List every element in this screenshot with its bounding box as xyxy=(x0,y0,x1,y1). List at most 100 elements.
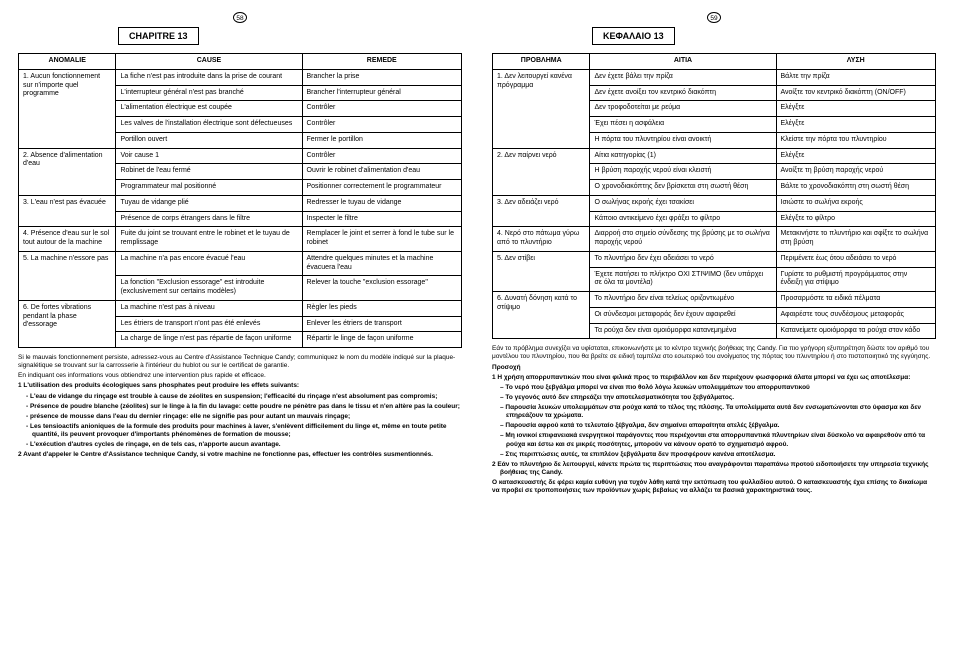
cell-remedy: Ouvrir le robinet d'alimentation d'eau xyxy=(302,164,462,180)
cell-remedy: Inspecter le filtre xyxy=(302,211,462,227)
th-cause: CAUSE xyxy=(116,54,302,70)
page-left: 58 CHAPITRE 13 ANOMALIE CAUSE REMEDE 1. … xyxy=(18,12,462,497)
cell-cause: Η βρύση παροχής νερού είναι κλειστή xyxy=(590,164,776,180)
cell-remedy: Ελέγξτε xyxy=(776,148,936,164)
cell-cause: Δεν τροφοδοτείται με ρεύμα xyxy=(590,101,776,117)
cell-remedy: Fermer le portillon xyxy=(302,132,462,148)
cell-remedy: Contrôler xyxy=(302,101,462,117)
table-row: 4. Νερό στο πάτωμα γύρω από το πλυντήριο… xyxy=(493,227,936,252)
th-remede: REMEDE xyxy=(302,54,462,70)
cell-remedy: Brancher la prise xyxy=(302,69,462,85)
cell-cause: Ο σωλήνας εκροής έχει τσακίσει xyxy=(590,195,776,211)
cell-remedy: Ελέγξτε xyxy=(776,101,936,117)
table-row: 2. Δεν παίρνει νερόΑίτια κατηγορίας (1)Ε… xyxy=(493,148,936,164)
cell-cause: Portillon ouvert xyxy=(116,132,302,148)
notes-left: Si le mauvais fonctionnement persiste, a… xyxy=(18,354,462,459)
cell-cause: Το πλυντήριο δεν έχει αδειάσει το νερό xyxy=(590,251,776,267)
cell-problem: 5. Δεν στίβει xyxy=(493,251,590,291)
cell-remedy: Ελέγξτε xyxy=(776,117,936,133)
cell-problem: 2. Absence d'alimentation d'eau xyxy=(19,148,116,195)
cell-problem: 6. Δυνατή δόνηση κατά το στίψιμο xyxy=(493,292,590,339)
cell-cause: Tuyau de vidange plié xyxy=(116,195,302,211)
cell-remedy: Βάλτε το χρονοδιακόπτη στη σωστή θέση xyxy=(776,180,936,196)
cell-remedy: Redresser le tuyau de vidange xyxy=(302,195,462,211)
cell-cause: Το πλυντήριο δεν είναι τελείως οριζοντιω… xyxy=(590,292,776,308)
cell-cause: Δεν έχετε βάλει την πρίζα xyxy=(590,69,776,85)
cell-cause: Οι σύνδεσμοι μεταφοράς δεν έχουν αφαιρεθ… xyxy=(590,307,776,323)
cell-cause: La fonction "Exclusion essorage" est int… xyxy=(116,276,302,301)
cell-remedy: Περιμένετε έως ότου αδειάσει το νερό xyxy=(776,251,936,267)
cell-cause: La fiche n'est pas introduite dans la pr… xyxy=(116,69,302,85)
cell-remedy: Attendre quelques minutes et la machine … xyxy=(302,251,462,276)
cell-problem: 3. Δεν αδειάζει νερό xyxy=(493,195,590,227)
cell-remedy: Contrôler xyxy=(302,148,462,164)
table-row: 3. L'eau n'est pas évacuéeTuyau de vidan… xyxy=(19,195,462,211)
cell-remedy: Positionner correctement le programmateu… xyxy=(302,180,462,196)
cell-remedy: Κατανείμετε ομοιόμορφα τα ρούχα στον κάδ… xyxy=(776,323,936,339)
cell-problem: 1. Δεν λειτουργεί κανένα πρόγραμμα xyxy=(493,69,590,148)
cell-cause: Les étriers de transport n'ont pas été e… xyxy=(116,316,302,332)
cell-remedy: Αφαιρέστε τους συνδέσμους μεταφοράς xyxy=(776,307,936,323)
cell-cause: Κάποιο αντικείμενο έχει φράξει το φίλτρο xyxy=(590,211,776,227)
cell-cause: Présence de corps étrangers dans le filt… xyxy=(116,211,302,227)
chapter-title-left: CHAPITRE 13 xyxy=(118,27,199,45)
table-row: 1. Aucun fonctionnement sur n'importe qu… xyxy=(19,69,462,85)
cell-problem: 4. Présence d'eau sur le sol tout autour… xyxy=(19,227,116,252)
cell-cause: Fuite du joint se trouvant entre le robi… xyxy=(116,227,302,252)
cell-remedy: Ανοίξτε τη βρύση παροχής νερού xyxy=(776,164,936,180)
cell-cause: L'interrupteur général n'est pas branché xyxy=(116,85,302,101)
table-row: 6. Δυνατή δόνηση κατά το στίψιμοΤο πλυντ… xyxy=(493,292,936,308)
troubleshoot-table-left: ANOMALIE CAUSE REMEDE 1. Aucun fonctionn… xyxy=(18,53,462,348)
cell-problem: 1. Aucun fonctionnement sur n'importe qu… xyxy=(19,69,116,148)
cell-remedy: Ισιώστε το σωλήνα εκροής xyxy=(776,195,936,211)
cell-cause: Τα ρούχα δεν είναι ομοιόμορφα κατανεμημέ… xyxy=(590,323,776,339)
cell-problem: 4. Νερό στο πάτωμα γύρω από το πλυντήριο xyxy=(493,227,590,252)
cell-remedy: Enlever les étriers de transport xyxy=(302,316,462,332)
cell-problem: 6. De fortes vibrations pendant la phase… xyxy=(19,300,116,347)
table-row: 5. Δεν στίβειΤο πλυντήριο δεν έχει αδειά… xyxy=(493,251,936,267)
page-right: 59 ΚΕΦΑΛΑΙΟ 13 ΠΡΟΒΛΗΜΑ ΑΙΤΙΑ ΛΥΣΗ 1. Δε… xyxy=(492,12,936,497)
page-number-left: 58 xyxy=(18,12,462,23)
troubleshoot-table-right: ΠΡΟΒΛΗΜΑ ΑΙΤΙΑ ΛΥΣΗ 1. Δεν λειτουργεί κα… xyxy=(492,53,936,339)
cell-remedy: Κλείστε την πόρτα του πλυντηρίου xyxy=(776,132,936,148)
cell-cause: La machine n'a pas encore évacué l'eau xyxy=(116,251,302,276)
cell-remedy: Βάλτε την πρίζα xyxy=(776,69,936,85)
cell-remedy: Προσαρμόστε τα ειδικά πέλματα xyxy=(776,292,936,308)
th-anomalie: ANOMALIE xyxy=(19,54,116,70)
cell-cause: Η πόρτα του πλυντηρίου είναι ανοικτή xyxy=(590,132,776,148)
cell-cause: Robinet de l'eau fermé xyxy=(116,164,302,180)
cell-remedy: Γυρίστε το ρυθμιστή προγράμματος στην έν… xyxy=(776,267,936,292)
table-row: 4. Présence d'eau sur le sol tout autour… xyxy=(19,227,462,252)
cell-remedy: Ελέγξτε το φίλτρο xyxy=(776,211,936,227)
cell-remedy: Μετακινήστε το πλυντήριο και σφίξτε το σ… xyxy=(776,227,936,252)
cell-cause: Αίτια κατηγορίας (1) xyxy=(590,148,776,164)
cell-remedy: Relever la touche "exclusion essorage" xyxy=(302,276,462,301)
cell-problem: 3. L'eau n'est pas évacuée xyxy=(19,195,116,227)
cell-problem: 5. La machine n'essore pas xyxy=(19,251,116,300)
th-aitia: ΑΙΤΙΑ xyxy=(590,54,776,70)
cell-remedy: Remplacer le joint et serrer à fond le t… xyxy=(302,227,462,252)
table-row: 1. Δεν λειτουργεί κανένα πρόγραμμαΔεν έχ… xyxy=(493,69,936,85)
cell-problem: 2. Δεν παίρνει νερό xyxy=(493,148,590,195)
chapter-title-right: ΚΕΦΑΛΑΙΟ 13 xyxy=(592,27,675,45)
table-row: 3. Δεν αδειάζει νερόΟ σωλήνας εκροής έχε… xyxy=(493,195,936,211)
cell-cause: La charge de linge n'est pas répartie de… xyxy=(116,332,302,348)
cell-cause: Programmateur mal positionné xyxy=(116,180,302,196)
cell-cause: Ο χρονοδιακόπτης δεν βρίσκεται στη σωστή… xyxy=(590,180,776,196)
cell-cause: Έχει πέσει η ασφάλεια xyxy=(590,117,776,133)
cell-cause: Διαρροή στο σημείο σύνδεσης της βρύσης μ… xyxy=(590,227,776,252)
cell-cause: Δεν έχετε ανοίξει τον κεντρικό διακόπτη xyxy=(590,85,776,101)
page-number-right: 59 xyxy=(492,12,936,23)
th-problem: ΠΡΟΒΛΗΜΑ xyxy=(493,54,590,70)
cell-remedy: Brancher l'interrupteur général xyxy=(302,85,462,101)
cell-remedy: Répartir le linge de façon uniforme xyxy=(302,332,462,348)
table-row: 2. Absence d'alimentation d'eauVoir caus… xyxy=(19,148,462,164)
cell-remedy: Règler les pieds xyxy=(302,300,462,316)
cell-cause: Έχετε πατήσει το πλήκτρο ΟΧΙ ΣΤΙΨΙΜΟ (δε… xyxy=(590,267,776,292)
cell-cause: La machine n'est pas à niveau xyxy=(116,300,302,316)
cell-cause: L'alimentation électrique est coupée xyxy=(116,101,302,117)
th-lysi: ΛΥΣΗ xyxy=(776,54,936,70)
table-row: 5. La machine n'essore pasLa machine n'a… xyxy=(19,251,462,276)
cell-remedy: Contrôler xyxy=(302,117,462,133)
notes-right: Εάν το πρόβλημα συνεχίζει να υφίσταται, … xyxy=(492,345,936,495)
